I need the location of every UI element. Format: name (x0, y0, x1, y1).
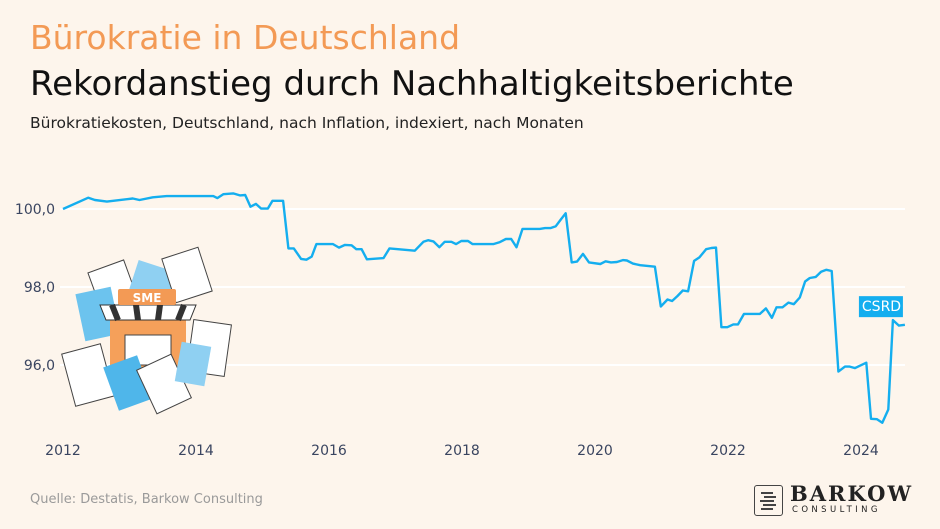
source-note: Quelle: Destatis, Barkow Consulting (30, 492, 263, 507)
x-tick-label: 2018 (444, 443, 480, 459)
logo-sub: CONSULTING (792, 505, 881, 515)
kicker-title: Bürokratie in Deutschland (30, 18, 461, 57)
y-tick-label: 98,0 (24, 280, 55, 296)
sme-illustration: SME (61, 246, 232, 415)
x-tick-label: 2014 (178, 443, 214, 459)
x-tick-label: 2020 (577, 443, 613, 459)
x-tick-label: 2024 (843, 443, 879, 459)
logo-name: BARKOW (790, 481, 914, 506)
paper-icon (75, 286, 121, 342)
y-tick-label: 100,0 (15, 202, 55, 218)
annotation-label: CSRD (862, 299, 901, 315)
page-title: Rekordanstieg durch Nachhaltigkeitsberic… (30, 64, 794, 104)
paper-icon (161, 246, 213, 304)
x-tick-label: 2012 (45, 443, 81, 459)
y-tick-label: 96,0 (24, 358, 55, 374)
paper-icon (174, 341, 212, 387)
subtitle: Bürokratiekosten, Deutschland, nach Infl… (30, 114, 584, 132)
sme-sign (118, 289, 176, 305)
csrd-annotation: CSRD (858, 296, 903, 318)
x-tick-label: 2016 (311, 443, 347, 459)
x-tick-label: 2022 (710, 443, 746, 459)
barkow-logo: BARKOW CONSULTING (754, 481, 914, 516)
logo-icon (754, 485, 783, 516)
sme-sign-label: SME (133, 291, 162, 305)
